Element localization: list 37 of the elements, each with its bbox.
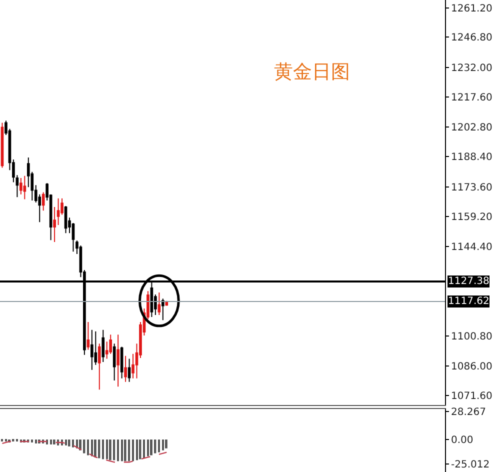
y-tick-label: -25.012 xyxy=(451,460,490,471)
y-tick-label: 1232.00 xyxy=(451,63,492,74)
candlestick xyxy=(86,321,90,350)
y-tick-label: 1086.00 xyxy=(451,362,492,373)
candlestick xyxy=(0,122,4,168)
candlestick xyxy=(124,355,127,382)
y-tick-label: 1100.80 xyxy=(451,331,492,342)
candlestick xyxy=(158,292,161,316)
candlestick xyxy=(23,175,26,200)
candlestick xyxy=(90,329,94,370)
candlestick xyxy=(64,205,68,234)
y-tick-label: 1202.80 xyxy=(451,122,492,134)
candlestick xyxy=(128,358,131,382)
candlestick xyxy=(20,177,22,195)
text: 黄金日图 xyxy=(274,61,350,83)
y-tick-label: 1246.80 xyxy=(451,32,492,44)
candlestick xyxy=(42,192,45,212)
y-tick-label: 28.267 xyxy=(451,407,486,418)
y-tick-label: 1159.20 xyxy=(451,212,492,223)
candlestick xyxy=(120,346,124,379)
candlestick xyxy=(161,298,164,321)
y-tick-label: 1188.40 xyxy=(451,152,492,164)
y-tick-label: 1217.60 xyxy=(451,92,492,104)
candlestick xyxy=(116,334,120,388)
candlestick xyxy=(56,198,60,226)
candlestick xyxy=(98,343,101,390)
y-tick-label: 1173.60 xyxy=(451,182,492,194)
ref-line-label: 1117.62 xyxy=(448,296,490,307)
line-series xyxy=(2,440,168,463)
candlestick xyxy=(102,329,105,363)
y-tick-label: 0.00 xyxy=(451,435,474,446)
ref-line-label: 1127.38 xyxy=(448,276,490,287)
candlestick xyxy=(112,343,116,381)
y-tick-label: 1261.20 xyxy=(451,3,492,14)
y-tick-label: 1144.40 xyxy=(451,242,492,254)
y-tick-label: 1071.60 xyxy=(451,391,492,402)
candlestick xyxy=(53,206,56,242)
